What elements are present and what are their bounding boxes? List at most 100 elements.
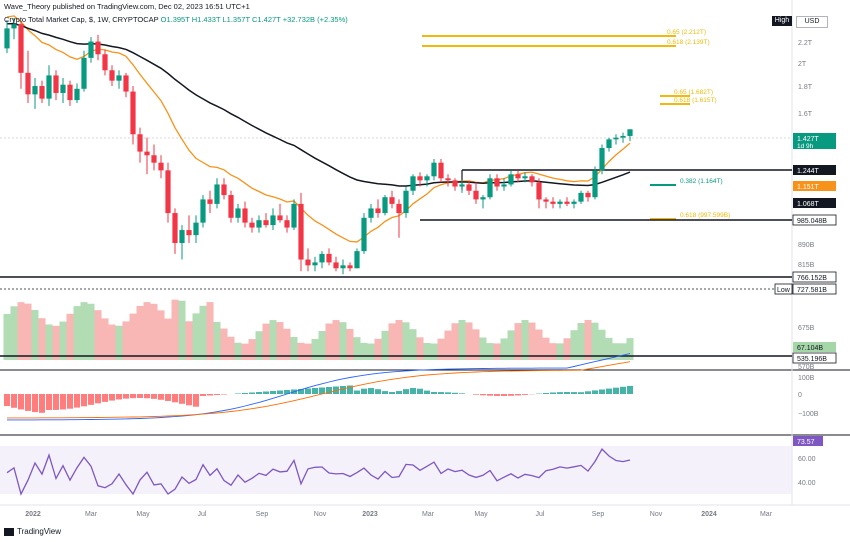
candle-body — [396, 203, 402, 214]
volume-bar — [262, 323, 270, 360]
candle — [319, 251, 325, 269]
candle — [221, 178, 227, 200]
time-tick: Mar — [85, 511, 98, 518]
candle — [172, 208, 178, 254]
candle — [543, 197, 549, 209]
volume-bar — [444, 330, 452, 360]
candle — [284, 215, 290, 233]
volume-bar — [178, 300, 186, 360]
macd-bar — [508, 394, 514, 396]
candle-body — [389, 197, 395, 204]
candle-body — [137, 134, 143, 152]
macd-bar — [74, 394, 80, 408]
candle — [508, 170, 514, 187]
candle-body — [11, 24, 17, 29]
volume-bar — [381, 330, 389, 360]
macd-bar — [599, 389, 605, 394]
macd-bar — [284, 390, 290, 394]
candle — [39, 80, 45, 103]
candle-body — [277, 215, 283, 221]
candle-body — [228, 195, 234, 218]
volume-bar — [332, 320, 340, 360]
volume-bar — [409, 329, 417, 360]
macd-bar — [179, 394, 185, 404]
time-tick: Jul — [198, 511, 207, 518]
volume-bar — [584, 320, 592, 360]
candle-body — [249, 222, 255, 228]
macd-bar — [18, 394, 24, 410]
candle — [291, 199, 297, 231]
macd-bar — [165, 394, 171, 401]
candle — [417, 172, 423, 187]
fib-label: 0.618 (2.139T) — [667, 39, 710, 46]
candle-body — [235, 208, 241, 218]
signal-line — [7, 361, 631, 419]
close-value: C1.427T — [251, 15, 281, 24]
volume-bar — [325, 323, 333, 360]
volume-bar — [52, 325, 60, 360]
candle-body — [606, 139, 612, 149]
macd-bar — [67, 394, 73, 409]
rsi-tick: 40.00 — [798, 480, 816, 487]
volume-bar — [577, 322, 585, 360]
ema50-line — [6, 15, 631, 243]
rsi-line — [6, 448, 631, 496]
price-label-box — [793, 181, 836, 191]
macd-bar — [585, 391, 591, 394]
candle-body — [627, 129, 633, 136]
candle — [46, 65, 52, 106]
candle — [410, 174, 416, 196]
candle-body — [319, 253, 325, 263]
candle — [522, 172, 528, 183]
candle-body — [18, 24, 24, 73]
macd-bar — [564, 392, 570, 394]
volume-bar — [416, 337, 424, 360]
candle-body — [347, 265, 353, 269]
low-tag-box — [774, 283, 793, 295]
candle — [193, 215, 199, 244]
low-tag: Low — [777, 287, 791, 294]
price-axis: 2.2T2T1.8T1.6T890B815B675B620B570B1.427T… — [774, 40, 837, 487]
price-label-box — [792, 352, 837, 364]
macd-bar — [277, 390, 283, 394]
volume-bar — [227, 336, 235, 360]
macd-line — [7, 353, 631, 421]
volume-bar — [451, 323, 459, 360]
macd-bar — [60, 394, 66, 410]
macd-bar — [550, 392, 556, 394]
volume-bar — [255, 331, 263, 360]
candle-body — [326, 253, 332, 263]
time-axis: 2022 Mar May Jul Sep Nov 2023 Mar May Jul Sep Nov 20… — [25, 511, 772, 518]
high-value: H1.433T — [191, 15, 221, 24]
volume-bar — [122, 321, 130, 360]
macd-bar — [39, 394, 45, 413]
macd-bar — [438, 392, 444, 394]
candle — [137, 127, 143, 163]
macd-bar — [88, 394, 94, 405]
volume-bar — [206, 302, 214, 360]
macd-bar — [137, 394, 143, 399]
macd-bar — [151, 394, 157, 399]
candle — [277, 203, 283, 223]
volume-bar — [311, 338, 319, 360]
candle — [18, 22, 24, 89]
volume-bar — [430, 343, 438, 360]
macd-bar — [613, 387, 619, 394]
candle — [620, 132, 626, 143]
volume-bar — [374, 338, 382, 360]
candle — [578, 190, 584, 204]
volume-bar — [283, 328, 291, 360]
macd-bar — [592, 390, 598, 394]
candle-body — [32, 86, 38, 95]
currency-button[interactable]: USD — [796, 16, 828, 28]
candle-body — [354, 251, 360, 269]
fib-label: 0.65 (2.212T) — [667, 29, 706, 36]
volume-bar — [45, 324, 53, 360]
volume-bar — [241, 343, 249, 360]
candle-body — [599, 148, 605, 171]
price-tick: 890B — [798, 242, 815, 249]
price-label-box — [793, 198, 836, 208]
volume-bar — [129, 313, 137, 360]
high-button[interactable]: High — [772, 16, 792, 26]
